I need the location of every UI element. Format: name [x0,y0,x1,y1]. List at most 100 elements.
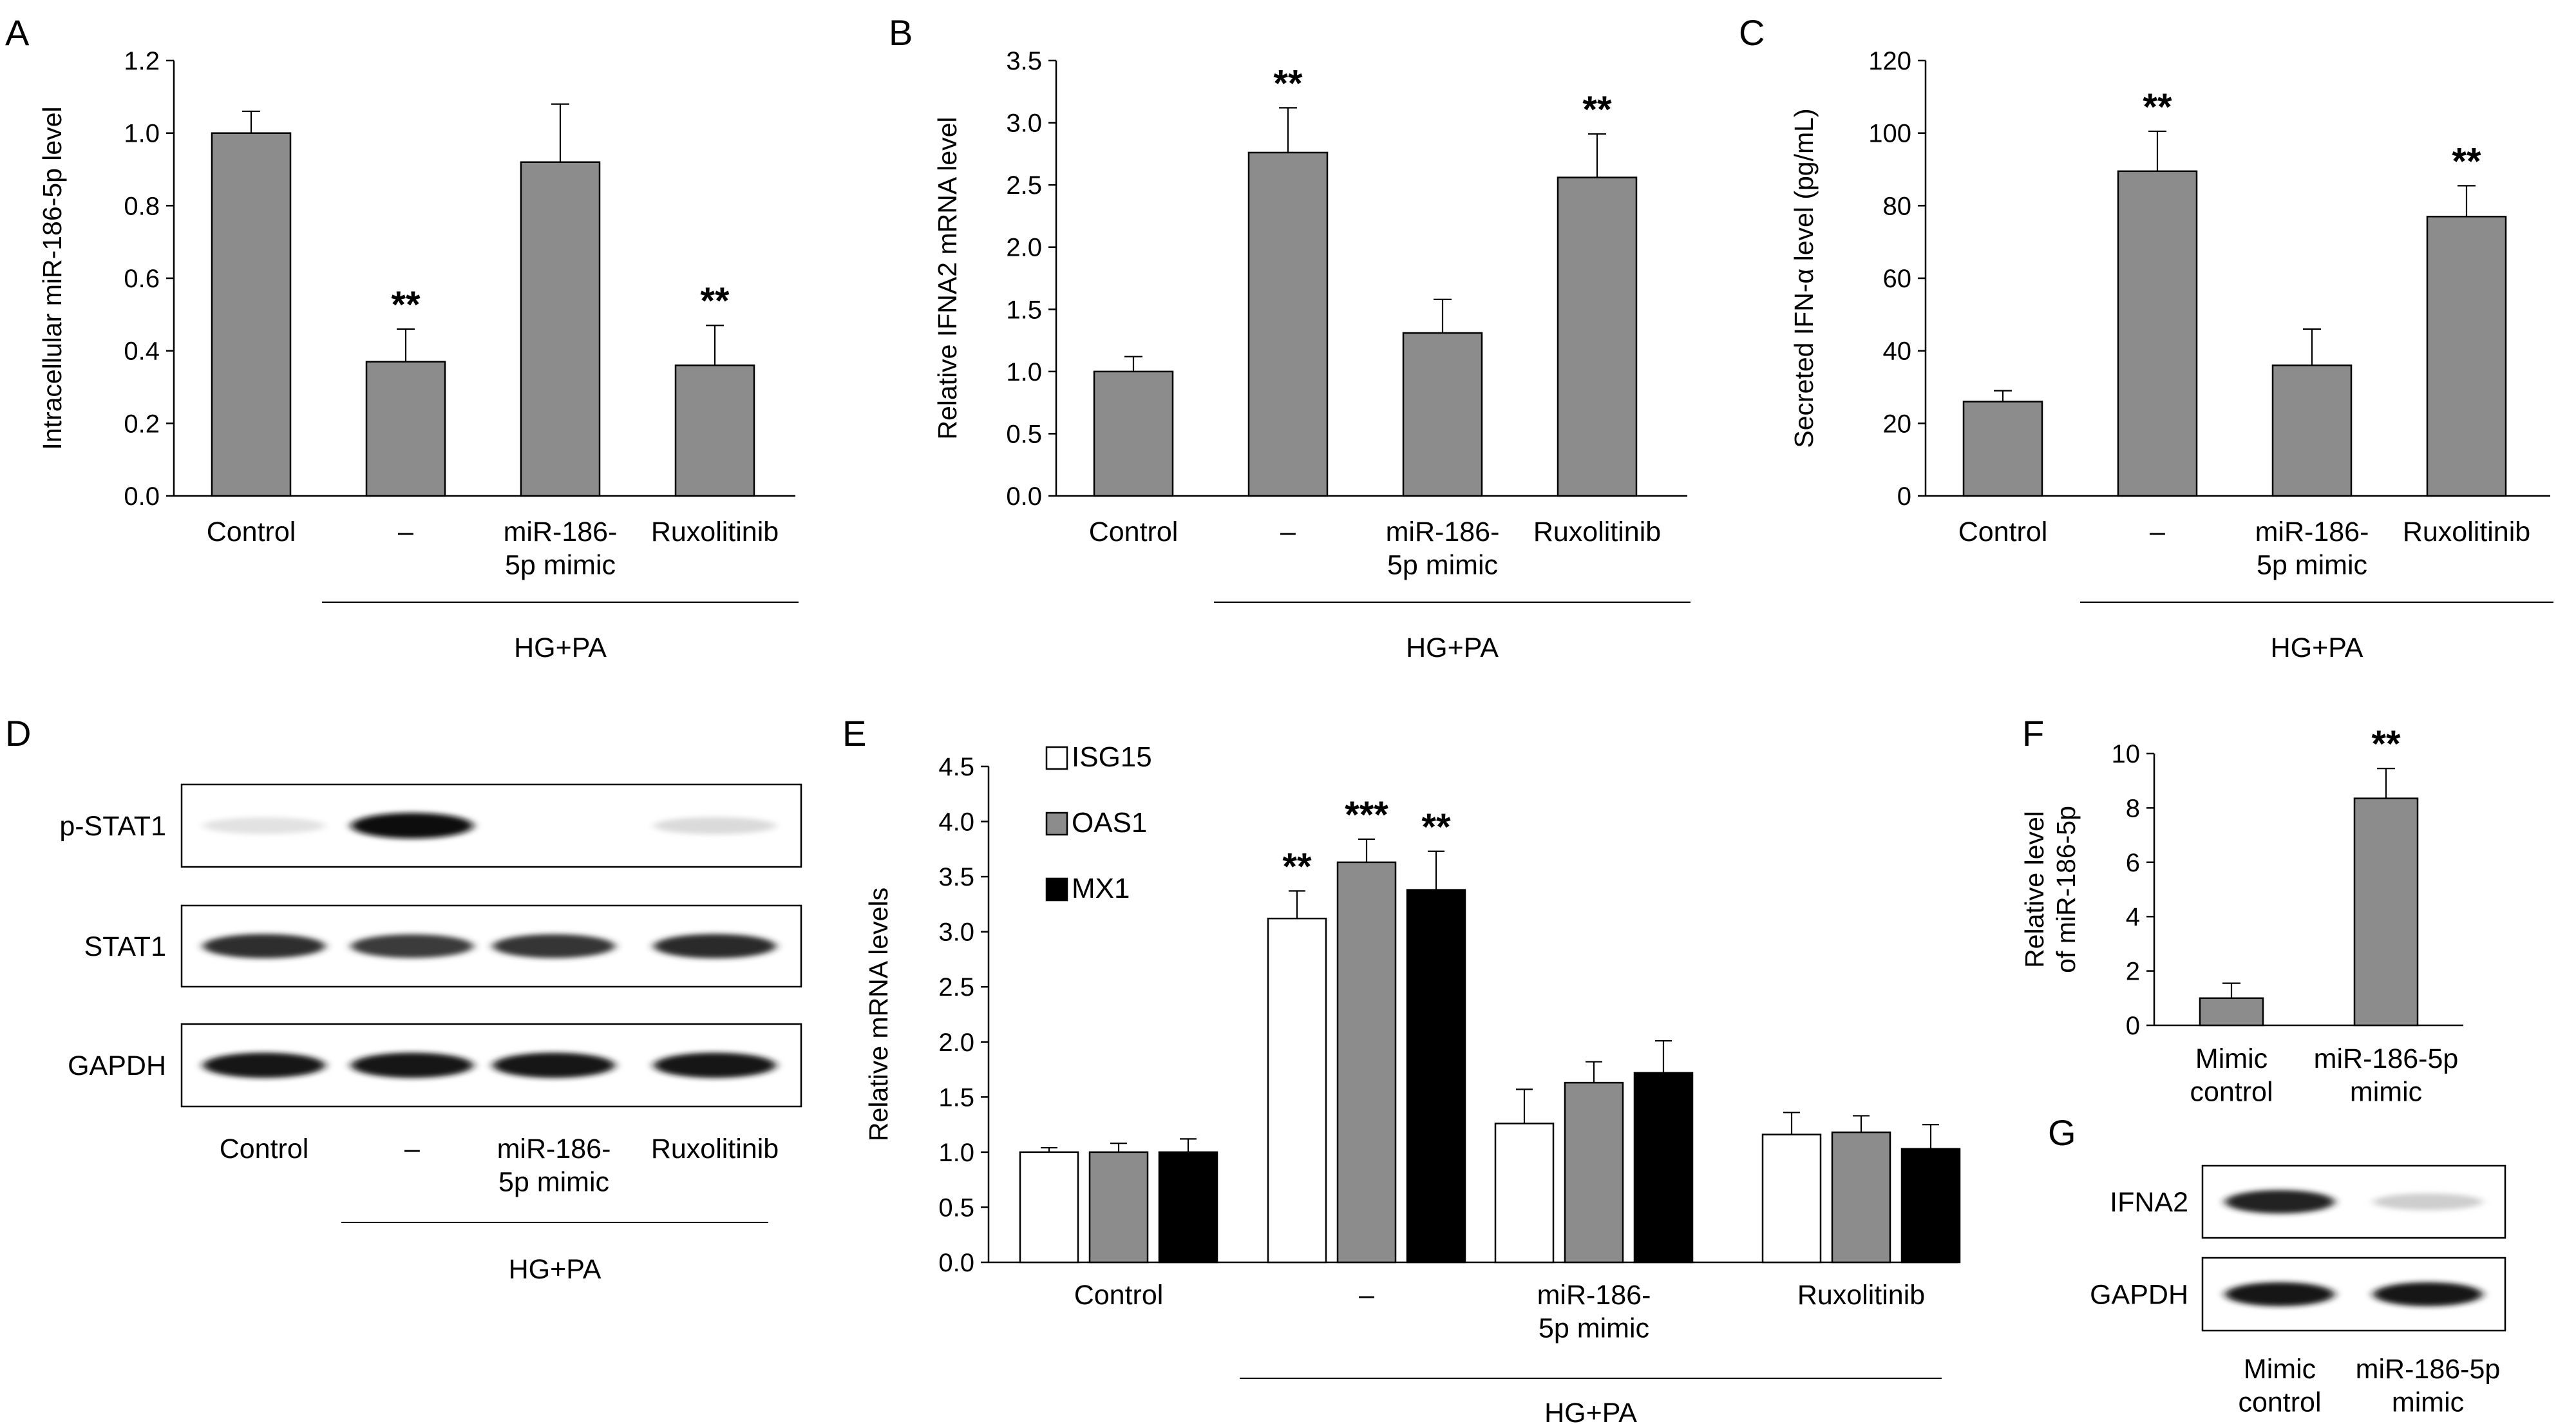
y-axis-label-c: Secreted IFN-α level (pg/mL) [1789,108,1819,448]
group-label-a: HG+PA [514,632,607,663]
group-label-e: HG+PA [1544,1398,1637,1424]
y-tick-label-e: 4.5 [938,753,974,781]
bar-c [2117,170,2198,497]
bar-b [1557,176,1638,497]
y-tick-label-a: 0.6 [124,265,160,293]
chart-f-mimic-efficiency: 0 2 4 6 8 10 Relative levelof miR-186-5p Mimic c… [2020,723,2463,1108]
y-tick-label-e: 1.5 [938,1083,974,1112]
bar-f [2199,997,2264,1027]
y-tick-label-b: 2.0 [1006,234,1042,262]
blot-lane-label: – [404,1134,420,1164]
y-tick-label-c: 80 [1883,192,1912,220]
category-label-b: Ruxolitinib [1533,517,1661,547]
y-tick-label-f: 6 [2126,849,2140,877]
y-tick-label-e: 2.0 [938,1029,974,1057]
blot-band [203,934,325,958]
category-label-c: Ruxolitinib [2403,517,2530,547]
y-axis-label-a: Intracellular miR-186-5p level [37,106,67,450]
bar-c [1962,401,2043,497]
y-axis-label-f: Relative levelof miR-186-5p [2020,806,2081,973]
blot-band [351,1052,473,1078]
bar-e-mx1 [1158,1151,1218,1264]
y-axis-label-e: Relative mRNA levels [864,888,893,1141]
y-tick-label-e: 1.0 [938,1139,974,1167]
legend-label-mx1: MX1 [1072,873,1130,904]
y-tick-label-e: 0.5 [938,1193,974,1222]
blot-band [2225,1190,2334,1214]
y-tick-label-b: 0.5 [1006,420,1042,448]
y-tick-label-c: 100 [1868,120,1911,148]
category-label-a: – [398,517,413,547]
group-label-c: HG+PA [2271,632,2363,663]
y-tick-label-f: 2 [2126,958,2140,986]
y-tick-label-b: 1.5 [1006,296,1042,324]
group-label-b: HG+PA [1406,632,1499,663]
y-tick-label-e: 4.0 [938,808,974,837]
category-label-e: Ruxolitinib [1797,1280,1925,1311]
bar-e-isg15 [1494,1123,1555,1264]
bar-e-oas1 [1088,1151,1149,1264]
y-tick-label-e: 3.0 [938,918,974,947]
bar-f [2353,797,2419,1027]
bar-e-mx1 [1900,1148,1961,1264]
panel-letter-e: E [842,713,866,754]
legend-label-oas1: OAS1 [1072,807,1147,839]
blot-row-label-ifna2: IFNA2 [2110,1187,2188,1218]
bar-b [1402,332,1483,497]
blot-band [351,813,473,839]
blot-band [351,934,473,958]
y-tick-label-a: 0.2 [124,410,160,438]
y-tick-label-c: 60 [1883,265,1912,293]
blot-row-label-p-stat1: p-STAT1 [59,811,166,842]
y-tick-label-a: 0.4 [124,337,160,366]
blot-row-label-gapdh: GAPDH [68,1050,166,1081]
y-tick-label-e: 3.5 [938,863,974,891]
y-tick-label-f: 4 [2126,903,2140,931]
panel-letter-g: G [2048,1112,2076,1153]
significance-mark-e: *** [1345,794,1388,836]
y-tick-label-c: 120 [1868,47,1911,75]
y-tick-label-a: 1.0 [124,120,160,148]
blot-band [203,817,325,834]
significance-mark-a: ** [700,280,730,322]
category-label-f: miR-186-5p mimic [2314,1043,2459,1108]
y-tick-label-e: 0.0 [938,1249,974,1277]
y-tick-label-a: 1.2 [124,47,160,75]
significance-mark-c: ** [2143,86,2172,128]
y-tick-label-a: 0.8 [124,192,160,220]
significance-mark-c: ** [2452,140,2481,182]
bar-e-isg15 [1267,917,1327,1264]
significance-mark-e: ** [1282,846,1312,888]
y-tick-label-a: 0.0 [124,482,160,511]
bar-e-oas1 [1831,1131,1891,1264]
category-label-a: Control [207,517,296,547]
blot-band [2373,1282,2483,1307]
blot-lane-label: miR-186-5p mimic [2356,1354,2501,1418]
panel-letter-b: B [889,12,913,53]
y-tick-label-c: 0 [1897,482,1911,511]
panel-letter-c: C [1739,12,1765,53]
bar-b [1247,151,1329,497]
category-label-a: Ruxolitinib [651,517,779,547]
category-label-f: Mimic control [2190,1043,2273,1108]
bar-e-isg15 [1019,1151,1079,1264]
y-tick-label-b: 1.0 [1006,358,1042,386]
bar-b [1093,370,1174,497]
chart-c-secreted-ifn-alpha: 0 20 40 60 80 100 120 Secreted IFN-α level (pg/… [1789,47,2553,663]
legend-swatch-mx1 [1045,877,1068,902]
blot-row-label-stat1: STAT1 [84,931,166,962]
western-blot-g: IFNA2 GAPDH Mimic control miR-186-5p mimic [2090,1164,2506,1418]
panel-letter-a: A [5,12,30,53]
y-axis-label-b: Relative IFNA2 mRNA level [933,117,962,439]
chart-e-isg-mrna-levels: 0.0 0.5 1.0 1.5 2.0 2.5 3.0 3.5 4.0 4.5 Relative m… [864,741,1961,1424]
y-tick-label-b: 3.5 [1006,47,1042,75]
category-label-c: – [2150,517,2165,547]
blot-band [654,817,776,835]
blot-lane-label: miR-186-5p mimic [497,1134,611,1198]
blot-band [493,934,615,958]
significance-mark-b: ** [1582,89,1612,131]
bar-e-oas1 [1336,861,1397,1264]
blot-band [654,1052,776,1078]
bar-e-mx1 [1633,1072,1694,1264]
blot-lane-label: Mimic control [2238,1354,2321,1418]
